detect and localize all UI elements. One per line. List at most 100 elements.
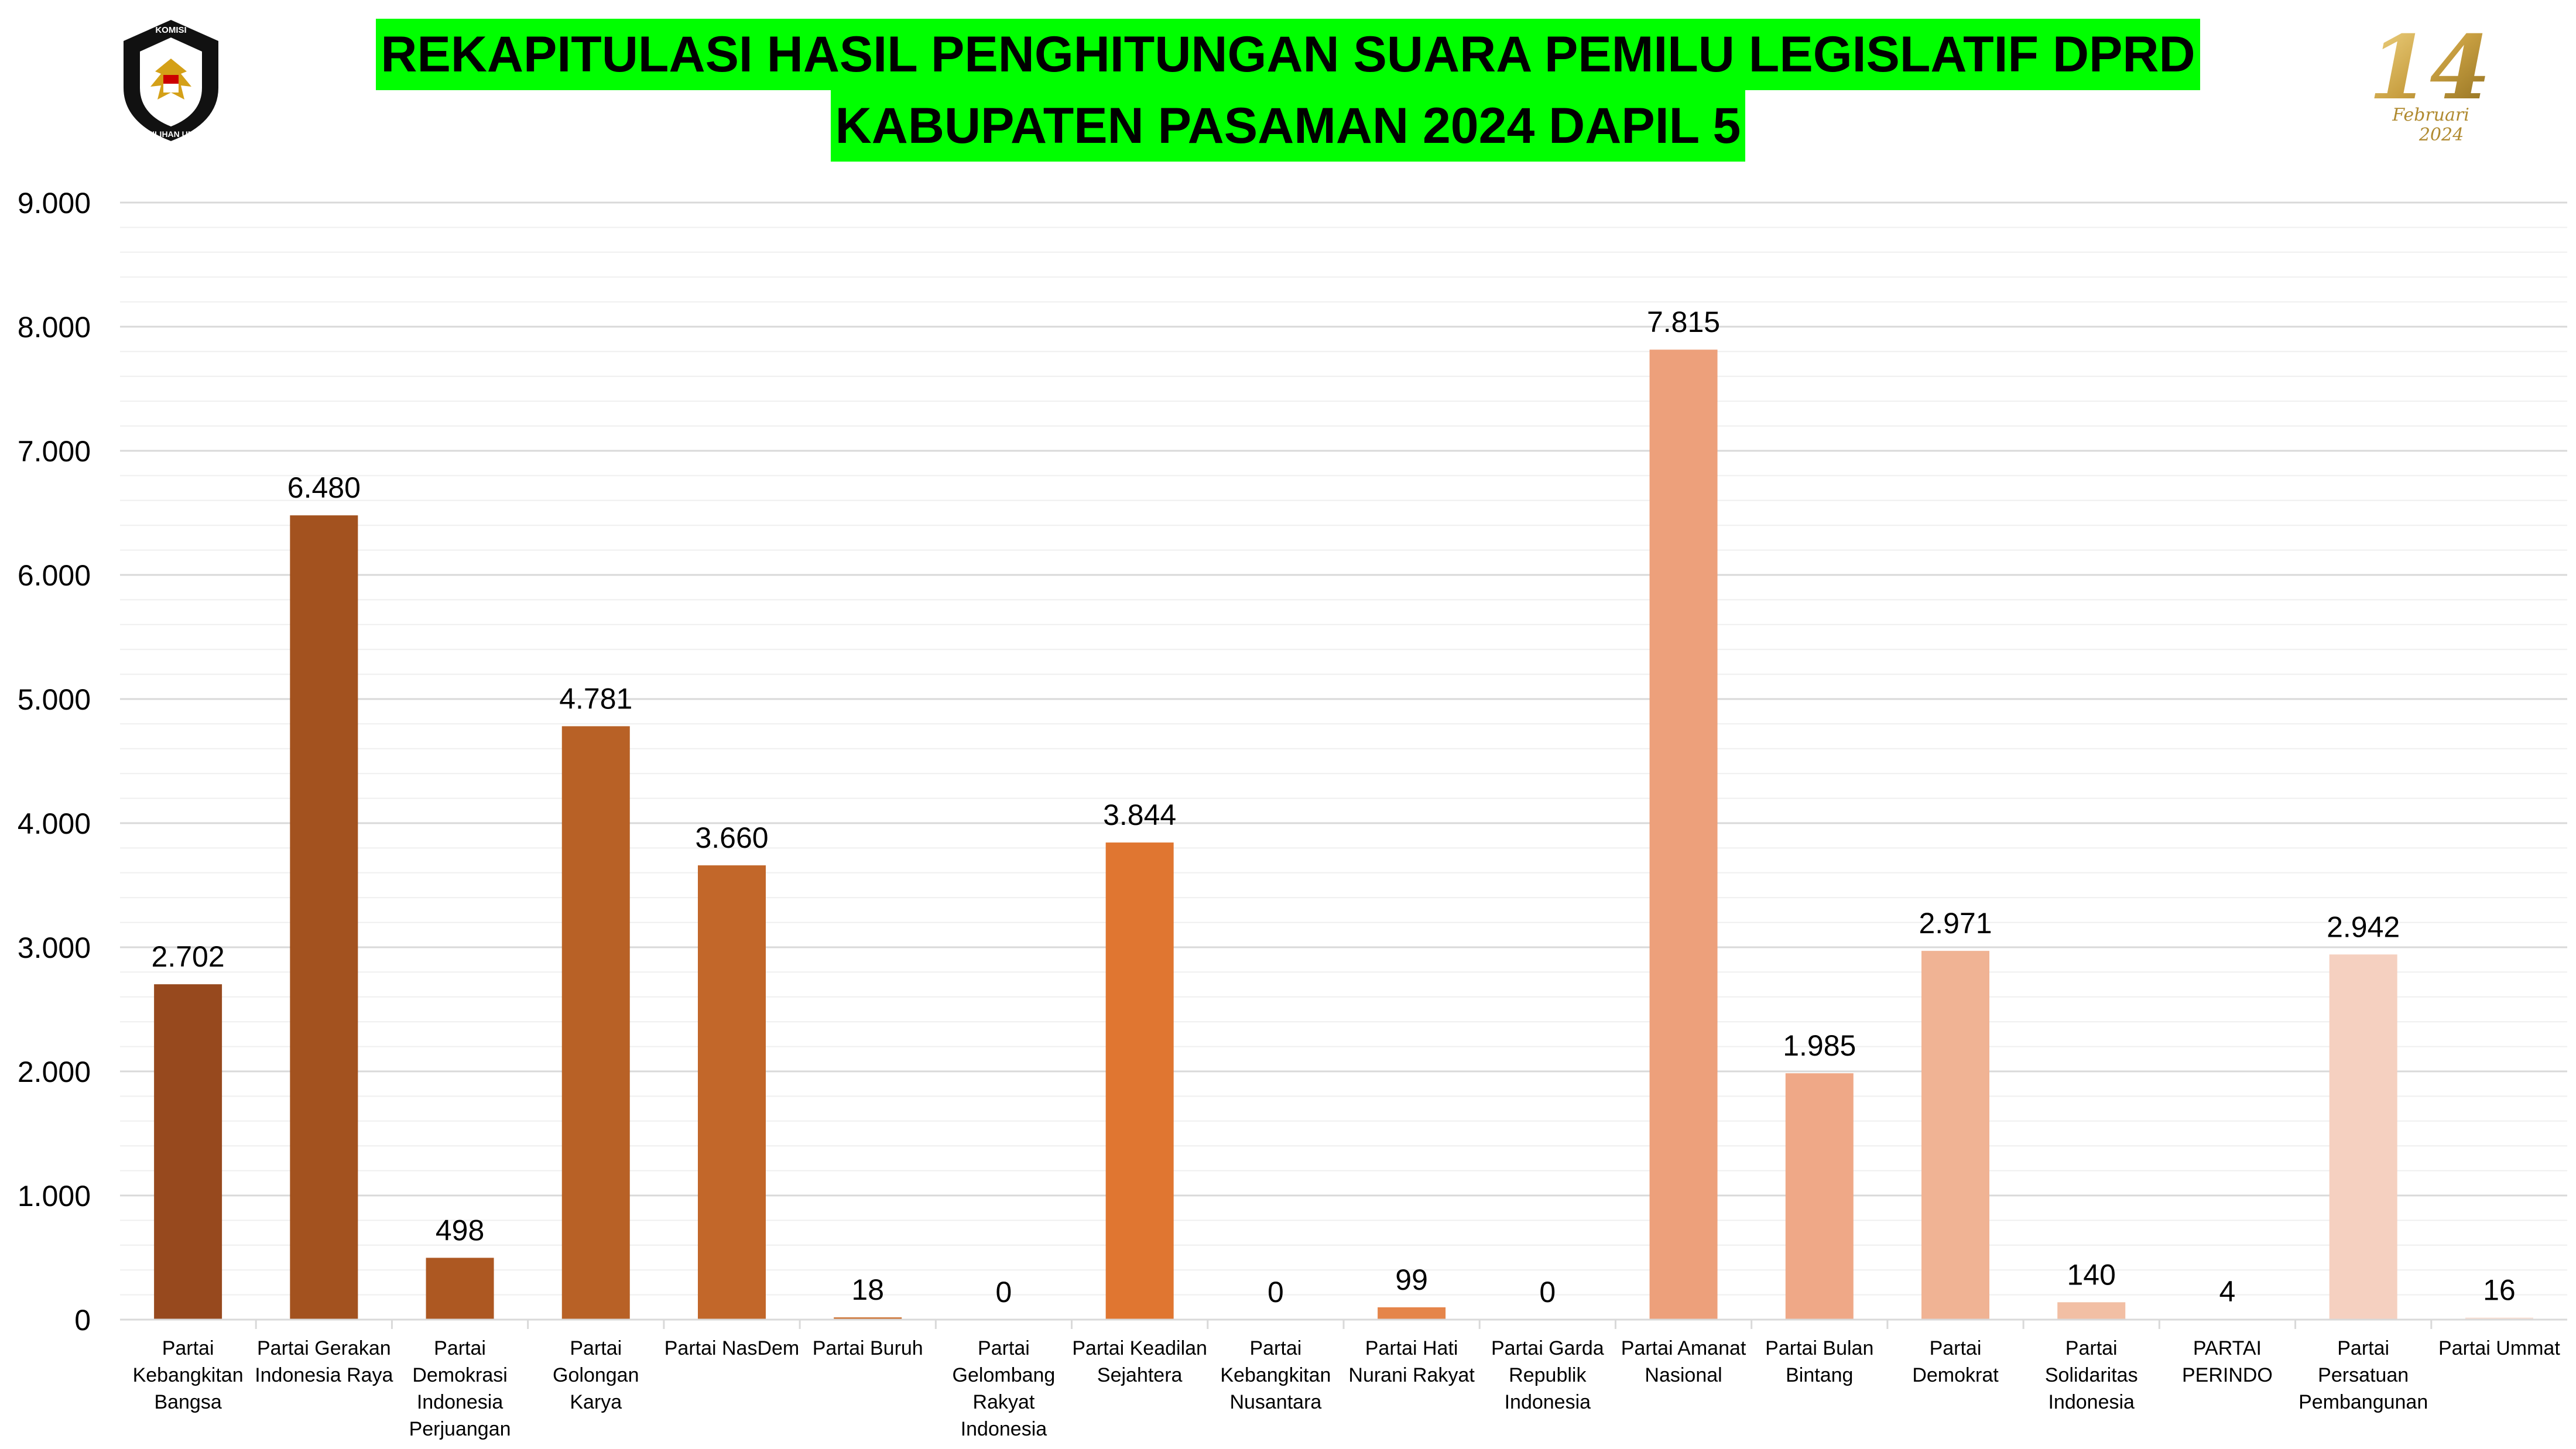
y-tick-label: 2.000 — [18, 1056, 91, 1088]
x-tick-label-line: Sejahtera — [1097, 1364, 1183, 1386]
y-axis-tick-labels: 0 1.000 2.000 3.000 4.000 5.000 6.000 7.000 8.00… — [18, 187, 91, 1337]
x-tick-label-line: Golongan — [553, 1364, 639, 1386]
x-tick-label-line: Partai — [1249, 1337, 1301, 1359]
kpu-logo-icon: KOMISI PEMILIHAN UMUM — [124, 20, 218, 141]
bar — [834, 1317, 902, 1320]
y-tick-label: 0 — [74, 1304, 91, 1337]
data-label: 16 — [2483, 1274, 2516, 1307]
x-tick-label-line: Partai Ummat — [2438, 1337, 2560, 1359]
data-label: 0 — [1539, 1276, 1556, 1308]
x-tick-label: Partai Amanat Nasional — [1621, 1337, 1746, 1386]
data-label: 2.971 — [1919, 907, 1992, 940]
x-tick-label-line: Republik — [1509, 1364, 1587, 1386]
x-tick-label: Partai Gerakan Indonesia Raya — [255, 1337, 393, 1386]
data-label: 2.942 — [2327, 910, 2400, 943]
x-tick-label-line: Partai Buruh — [813, 1337, 923, 1359]
kpu-logo-text-bottom: PEMILIHAN UMUM — [135, 129, 207, 139]
x-tick-label: Partai Keadilan Sejahtera — [1072, 1337, 1207, 1386]
x-tick-label-line: Nusantara — [1229, 1391, 1321, 1413]
x-tick-label: Partai Ummat — [2438, 1337, 2560, 1359]
x-tick-label: Partai NasDem — [664, 1337, 800, 1359]
data-label: 498 — [436, 1214, 484, 1246]
x-tick-label-line: Indonesia Raya — [255, 1364, 393, 1386]
x-tick-label-line: Gelombang — [953, 1364, 1056, 1386]
x-tick-label-line: Demokrasi — [412, 1364, 507, 1386]
bar — [1105, 842, 1174, 1320]
x-tick-label-line: Indonesia — [1505, 1391, 1591, 1413]
x-tick-label-line: Karya — [570, 1391, 622, 1413]
bar — [2057, 1302, 2126, 1320]
data-label: 0 — [996, 1276, 1012, 1308]
x-tick-label-line: Nurani Rakyat — [1348, 1364, 1475, 1386]
y-tick-label: 3.000 — [18, 931, 91, 964]
x-tick-label-line: Partai — [434, 1337, 486, 1359]
logo-14-year: 2024 — [2419, 125, 2464, 145]
x-tick-label-line: Perjuangan — [409, 1418, 511, 1440]
y-tick-label: 1.000 — [18, 1180, 91, 1212]
x-tick-label: Partai Kebangkitan Bangsa — [133, 1337, 244, 1413]
x-tick-label-line: Indonesia — [2048, 1391, 2135, 1413]
x-tick-label: PARTAI PERINDO — [2182, 1337, 2273, 1386]
y-tick-label: 7.000 — [18, 435, 91, 468]
data-label: 140 — [2067, 1258, 2116, 1291]
x-tick-label: Partai Gelombang Rakyat Indonesia — [953, 1337, 1056, 1440]
x-tick-label-line: Demokrat — [1912, 1364, 1999, 1386]
x-tick-label: Partai Solidaritas Indonesia — [2045, 1337, 2138, 1413]
x-tick-label: Partai Demokrat — [1912, 1337, 1999, 1386]
data-labels: 2.702 6.480 498 4.781 3.660 18 0 3.844 0 99 0 7.815… — [152, 306, 2516, 1308]
x-tick-label-line: Partai — [570, 1337, 622, 1359]
bar — [1921, 951, 1989, 1320]
x-tick-label-line: Pembangunan — [2298, 1391, 2428, 1413]
x-tick-label: Partai Demokrasi Indonesia Perjuangan — [409, 1337, 511, 1440]
x-tick-label-line: Kebangkitan — [133, 1364, 244, 1386]
logo-14-februari: Februari — [2392, 105, 2469, 125]
x-tick-label-line: Partai Amanat — [1621, 1337, 1746, 1359]
x-tick-label-line: Indonesia — [961, 1418, 1047, 1440]
x-tick-label-line: Partai Bulan — [1765, 1337, 1873, 1359]
x-tick-label-line: Partai — [162, 1337, 214, 1359]
chart-title: REKAPITULASI HASIL PENGHITUNGAN SUARA PE… — [0, 19, 2576, 162]
x-tick-label: Partai Kebangkitan Nusantara — [1220, 1337, 1331, 1413]
bar — [1378, 1307, 1446, 1320]
x-tick-label-line: Rakyat — [973, 1391, 1035, 1413]
x-tick-label-line: Partai — [2065, 1337, 2118, 1359]
x-tick-label-line: Partai — [1930, 1337, 1982, 1359]
x-tick-label-line: Partai — [978, 1337, 1030, 1359]
y-tick-label: 6.000 — [18, 559, 91, 592]
kpu-logo-text-top: KOMISI — [155, 25, 186, 35]
chart-title-line-2: KABUPATEN PASAMAN 2024 DAPIL 5 — [830, 90, 1746, 162]
chart-gridlines — [120, 201, 2567, 1321]
data-label: 2.702 — [152, 940, 225, 973]
bar — [2465, 1317, 2533, 1320]
data-label: 99 — [1395, 1263, 1428, 1296]
bar — [426, 1258, 494, 1320]
data-label: 1.985 — [1783, 1029, 1856, 1062]
data-label: 6.480 — [287, 471, 361, 504]
y-tick-label: 9.000 — [18, 187, 91, 220]
data-label: 3.844 — [1103, 799, 1176, 831]
data-label: 4.781 — [559, 682, 632, 715]
x-tick-label-line: Partai — [2337, 1337, 2389, 1359]
x-tick-label-line: PARTAI — [2193, 1337, 2262, 1359]
x-tick-label-line: Nasional — [1645, 1364, 1722, 1386]
data-label: 0 — [1268, 1276, 1284, 1308]
pemilu-14-februari-logo-icon: 14 Februari 2024 — [2369, 16, 2491, 145]
data-label: 18 — [851, 1273, 884, 1306]
x-tick-label-line: PERINDO — [2182, 1364, 2273, 1386]
x-tick-label: Partai Persatuan Pembangunan — [2298, 1337, 2428, 1413]
x-tick-label: Partai Garda Republik Indonesia — [1491, 1337, 1604, 1413]
y-tick-label: 4.000 — [18, 807, 91, 840]
bar — [2329, 954, 2397, 1320]
bar — [1649, 350, 1718, 1320]
y-tick-label: 8.000 — [18, 311, 91, 344]
bar — [154, 984, 222, 1320]
logo-14-big: 14 — [2369, 16, 2491, 119]
x-tick-label-line: Partai NasDem — [664, 1337, 800, 1359]
x-tick-label: Partai Buruh — [813, 1337, 923, 1359]
x-tick-label-line: Solidaritas — [2045, 1364, 2138, 1386]
x-tick-label: Partai Hati Nurani Rakyat — [1348, 1337, 1475, 1386]
x-axis — [120, 1318, 2567, 1329]
bar-series — [154, 350, 2533, 1320]
x-tick-label-line: Indonesia — [417, 1391, 503, 1413]
